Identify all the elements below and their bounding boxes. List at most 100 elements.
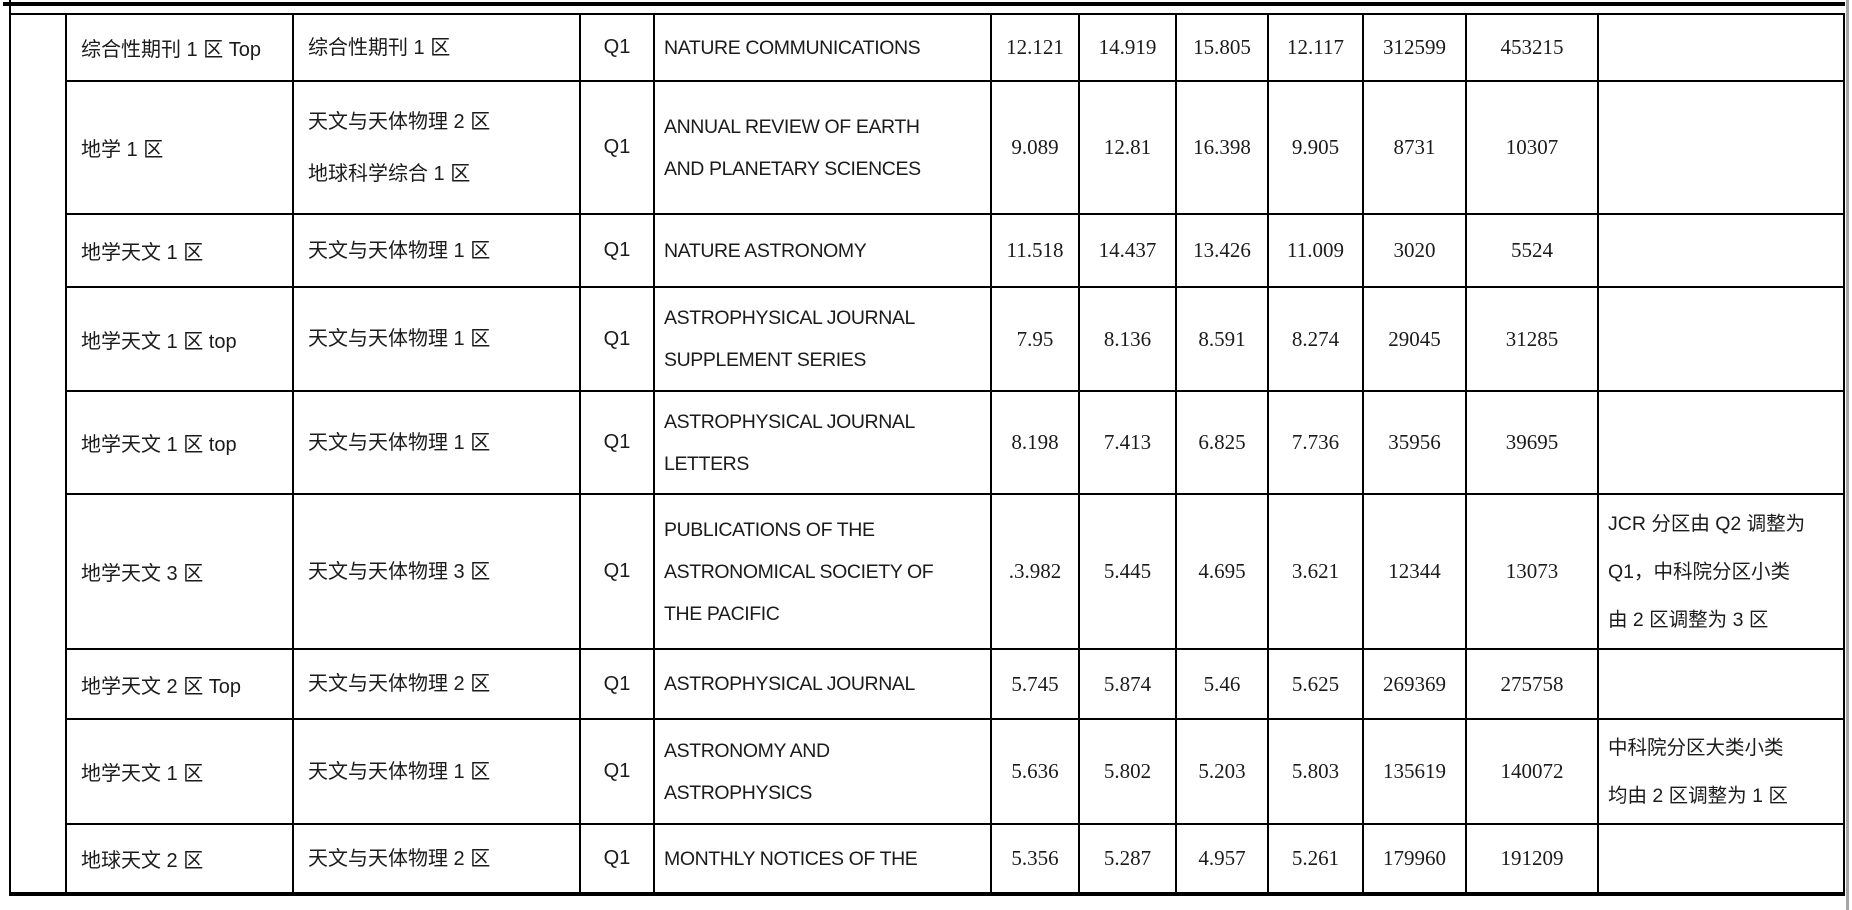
text-line: 天文与天体物理 1 区 — [308, 239, 491, 262]
impact-factor-cell: 5.287 — [1078, 823, 1177, 895]
adjustment-note-cell — [1597, 213, 1845, 288]
text-line: NATURE COMMUNICATIONS — [664, 36, 921, 59]
impact-factor-cell: 5.46 — [1175, 648, 1269, 720]
text-line: 天文与天体物理 3 区 — [308, 560, 491, 583]
left-margin-cell — [9, 13, 67, 895]
text-line: 天文与天体物理 1 区 — [308, 760, 491, 783]
adjustment-note-cell — [1597, 13, 1845, 82]
adjustment-note-cell: 中科院分区大类小类 均由 2 区调整为 1 区 — [1597, 718, 1845, 825]
jcr-quartile-cell: Q1 — [579, 390, 655, 495]
citation-count-cell: 135619 — [1362, 718, 1467, 825]
jcr-quartile-cell: Q1 — [579, 648, 655, 720]
major-category-cell: 地学天文 3 区 — [65, 493, 294, 650]
impact-factor-cell: 8.198 — [990, 390, 1080, 495]
journal-name-cell: ASTROPHYSICAL JOURNAL SUPPLEMENT SERIES — [653, 286, 992, 392]
journal-name-cell: NATURE COMMUNICATIONS — [653, 13, 992, 82]
minor-category-cell: 天文与天体物理 1 区 — [292, 286, 581, 392]
citation-count-cell: 12344 — [1362, 493, 1467, 650]
impact-factor-cell: 14.919 — [1078, 13, 1177, 82]
jcr-quartile-cell: Q1 — [579, 80, 655, 215]
text-line: 天文与天体物理 1 区 — [308, 328, 491, 350]
impact-factor-cell: 5.802 — [1078, 718, 1177, 825]
impact-factor-cell: 8.136 — [1078, 286, 1177, 392]
impact-factor-cell: 14.437 — [1078, 213, 1177, 288]
table-row: 地学天文 1 区 top 天文与天体物理 1 区 Q1 ASTROPHYSICAL J… — [10, 390, 1845, 495]
major-category-cell: 地学天文 2 区 Top — [65, 648, 294, 720]
text-line: 均由 2 区调整为 1 区 — [1608, 784, 1788, 807]
impact-factor-cell: 4.957 — [1175, 823, 1269, 895]
text-line: PUBLICATIONS OF THE — [664, 518, 875, 541]
text-line: 天文与天体物理 1 区 — [308, 431, 491, 454]
major-category-cell: 地学天文 1 区 top — [65, 286, 294, 392]
text-line: 综合性期刊 1 区 — [308, 36, 451, 59]
table-row: 地球天文 2 区天文与天体物理 2 区 Q1 MONTHLY NOTICES OF … — [10, 823, 1845, 895]
journal-name-cell: ANNUAL REVIEW OF EARTH AND PLANETARY SCIE… — [653, 80, 992, 215]
jcr-quartile-cell: Q1 — [579, 823, 655, 895]
table-row: 地学天文 1 区天文与天体物理 1 区 Q1 ASTRONOMY AND ASTROP… — [10, 718, 1845, 825]
adjustment-note-cell: JCR 分区由 Q2 调整为 Q1，中科院分区小类由 2 区调整为 3 区 — [1597, 493, 1845, 650]
text-line: AND PLANETARY SCIENCES — [664, 157, 921, 180]
table-row: 地学天文 2 区 Top 天文与天体物理 2 区 Q1 ASTROPHYSICAL J… — [10, 648, 1845, 720]
clipped-row-border — [3, 2, 1845, 6]
impact-factor-cell: 5.636 — [990, 718, 1080, 825]
table-row: 地学天文 1 区天文与天体物理 1 区 Q1 NATURE ASTRONOMY 11.… — [10, 213, 1845, 288]
jcr-quartile-cell: Q1 — [579, 493, 655, 650]
major-category-cell: 综合性期刊 1 区 Top — [65, 13, 294, 82]
minor-category-cell: 天文与天体物理 2 区 — [292, 823, 581, 895]
text-line: ASTROPHYSICAL JOURNAL — [664, 307, 915, 329]
jcr-quartile-cell: Q1 — [579, 718, 655, 825]
text-line: 天文与天体物理 2 区 — [308, 110, 491, 133]
impact-factor-cell: 5.803 — [1267, 718, 1364, 825]
text-line: 地球科学综合 1 区 — [308, 162, 471, 185]
text-line: 天文与天体物理 2 区 — [308, 847, 491, 870]
impact-factor-cell: 7.413 — [1078, 390, 1177, 495]
impact-factor-cell: 5.874 — [1078, 648, 1177, 720]
citation-count-cell: 13073 — [1465, 493, 1599, 650]
journal-partition-table: 综合性期刊 1 区 Top 综合性期刊 1 区 Q1 NATURE COMMUNICA… — [9, 13, 1845, 896]
minor-category-cell: 天文与天体物理 2 区 — [292, 648, 581, 720]
impact-factor-cell: 5.745 — [990, 648, 1080, 720]
text-line: Q1，中科院分区小类 — [1608, 560, 1791, 583]
citation-count-cell: 275758 — [1465, 648, 1599, 720]
table-row: 综合性期刊 1 区 Top 综合性期刊 1 区 Q1 NATURE COMMUNICA… — [9, 13, 1845, 895]
impact-factor-cell: 5.203 — [1175, 718, 1269, 825]
text-line: ANNUAL REVIEW OF EARTH — [664, 115, 920, 138]
text-line: MONTHLY NOTICES OF THE — [664, 847, 918, 870]
text-line: NATURE ASTRONOMY — [664, 239, 867, 262]
adjustment-note-cell — [1597, 286, 1845, 392]
impact-factor-cell: 7.736 — [1267, 390, 1364, 495]
major-category-cell: 地学天文 1 区 — [65, 213, 294, 288]
text-line: ASTRONOMICAL SOCIETY OF — [664, 560, 934, 583]
text-line: LETTERS — [664, 452, 749, 475]
impact-factor-cell: 6.825 — [1175, 390, 1269, 495]
text-line: ASTROPHYSICS — [664, 781, 812, 804]
text-line: JCR 分区由 Q2 调整为 — [1608, 512, 1806, 535]
minor-category-cell: 天文与天体物理 1 区 — [292, 390, 581, 495]
journal-name-cell: MONTHLY NOTICES OF THE — [653, 823, 992, 895]
adjustment-note-cell — [1597, 823, 1845, 895]
minor-category-cell: 天文与天体物理 3 区 — [292, 493, 581, 650]
citation-count-cell: 39695 — [1465, 390, 1599, 495]
impact-factor-cell: 8.274 — [1267, 286, 1364, 392]
page-edge-line — [1846, 0, 1849, 910]
text-line: 天文与天体物理 2 区 — [308, 673, 491, 695]
impact-factor-cell: 5.261 — [1267, 823, 1364, 895]
text-line: ASTRONOMY AND — [664, 739, 830, 762]
impact-factor-cell: 13.426 — [1175, 213, 1269, 288]
major-category-cell: 地学天文 1 区 top — [65, 390, 294, 495]
table-row: 地学天文 1 区 top 天文与天体物理 1 区 Q1 ASTROPHYSICAL J… — [10, 286, 1845, 392]
citation-count-cell: 140072 — [1465, 718, 1599, 825]
citation-count-cell: 5524 — [1465, 213, 1599, 288]
text-line: 由 2 区调整为 3 区 — [1608, 608, 1769, 631]
jcr-quartile-cell: Q1 — [579, 286, 655, 392]
major-category-cell: 地学 1 区 — [65, 80, 294, 215]
journal-name-cell: ASTROPHYSICAL JOURNAL LETTERS — [653, 390, 992, 495]
journal-name-cell: ASTROPHYSICAL JOURNAL — [653, 648, 992, 720]
adjustment-note-cell — [1597, 648, 1845, 720]
impact-factor-cell: 5.625 — [1267, 648, 1364, 720]
impact-factor-cell: 15.805 — [1175, 13, 1269, 82]
impact-factor-cell: 5.356 — [990, 823, 1080, 895]
adjustment-note-cell — [1597, 390, 1845, 495]
journal-name-cell: PUBLICATIONS OF THE ASTRONOMICAL SOCIETY … — [653, 493, 992, 650]
impact-factor-cell: 9.905 — [1267, 80, 1364, 215]
